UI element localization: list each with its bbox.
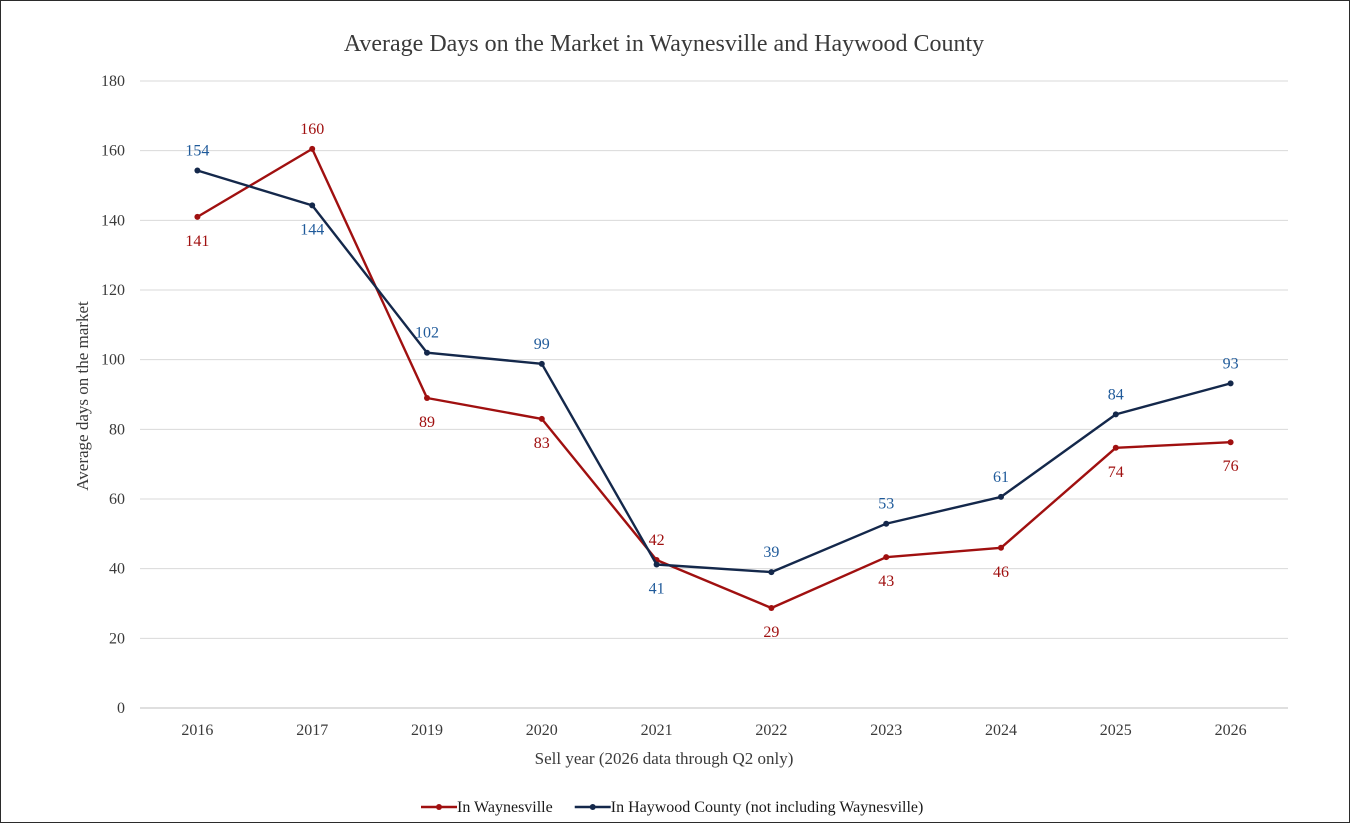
data-point (194, 167, 201, 174)
data-label: 46 (993, 564, 1009, 581)
data-point (424, 349, 430, 356)
x-tick-label: 2020 (526, 722, 558, 739)
x-tick-label: 2016 (181, 722, 213, 739)
data-label: 99 (534, 336, 550, 353)
y-tick-label: 40 (109, 561, 125, 578)
y-tick-label: 160 (101, 143, 125, 160)
x-tick-label: 2021 (641, 722, 673, 739)
data-label: 144 (300, 221, 324, 238)
y-tick-label: 80 (109, 421, 125, 438)
data-label: 39 (763, 544, 779, 561)
x-tick-label: 2023 (870, 722, 902, 739)
data-label: 41 (649, 580, 665, 597)
y-tick-label: 0 (117, 700, 125, 717)
data-point (998, 544, 1004, 551)
data-point (1227, 439, 1234, 446)
data-point (653, 561, 660, 568)
series-line-1 (197, 169, 1231, 574)
data-label: 61 (993, 469, 1009, 486)
data-label: 53 (878, 496, 894, 513)
data-label: 160 (300, 121, 324, 138)
series-group (194, 145, 1234, 612)
data-point (538, 415, 545, 422)
data-point (768, 569, 775, 576)
data-label: 84 (1108, 386, 1124, 403)
y-tick-label: 60 (109, 491, 125, 508)
y-tick-label: 100 (101, 352, 125, 369)
data-label: 89 (419, 414, 435, 431)
data-label: 102 (415, 325, 439, 342)
x-tick-label: 2025 (1100, 722, 1132, 739)
x-tick-label: 2024 (985, 722, 1017, 739)
y-axis-ticks: 0 20 40 60 80 100 120 140 160 180 (101, 73, 125, 717)
y-tick-label: 180 (101, 73, 125, 90)
data-point (538, 360, 545, 367)
data-label: 141 (185, 233, 209, 250)
data-point (768, 605, 775, 612)
data-label: 76 (1223, 458, 1239, 475)
data-point (194, 213, 201, 220)
chart-title: Average Days on the Market in Waynesvill… (344, 31, 984, 57)
data-point (1112, 411, 1119, 418)
x-axis-label: Sell year (2026 data through Q2 only) (535, 749, 794, 768)
x-tick-label: 2026 (1215, 722, 1247, 739)
data-point (424, 394, 430, 401)
data-point (883, 554, 890, 561)
data-label: 42 (649, 532, 665, 549)
data-label: 29 (763, 624, 779, 641)
x-tick-label: 2022 (755, 722, 787, 739)
data-point (309, 202, 316, 209)
data-point (1227, 380, 1234, 387)
data-labels: 141 160 89 83 42 29 43 46 74 76 154 144 102 99 41 39 53 6… (185, 121, 1238, 641)
legend-label: In Haywood County (not including Waynesv… (611, 799, 924, 816)
data-label: 93 (1223, 355, 1239, 372)
y-tick-label: 140 (101, 212, 125, 229)
data-point (883, 520, 890, 527)
data-point (1112, 444, 1119, 451)
series-line-0 (196, 147, 1231, 610)
x-tick-label: 2019 (411, 722, 443, 739)
data-label: 83 (534, 435, 550, 452)
data-label: 74 (1108, 464, 1124, 481)
legend-marker (436, 804, 442, 810)
y-axis-label: Average days on the market (73, 301, 92, 491)
data-label: 154 (185, 143, 209, 160)
x-axis-ticks: 2016 2017 2019 2020 2021 2022 2023 2024 2025 2026 (181, 722, 1246, 739)
legend: In Waynesville In Haywood County (not inc… (421, 799, 923, 816)
data-point (309, 145, 316, 152)
y-tick-label: 20 (109, 630, 125, 647)
data-label: 43 (878, 573, 894, 590)
gridlines (140, 80, 1288, 709)
legend-marker (589, 804, 596, 810)
x-tick-label: 2017 (296, 722, 328, 739)
y-tick-label: 120 (101, 282, 125, 299)
data-point (998, 493, 1004, 500)
legend-label: In Waynesville (457, 799, 553, 816)
